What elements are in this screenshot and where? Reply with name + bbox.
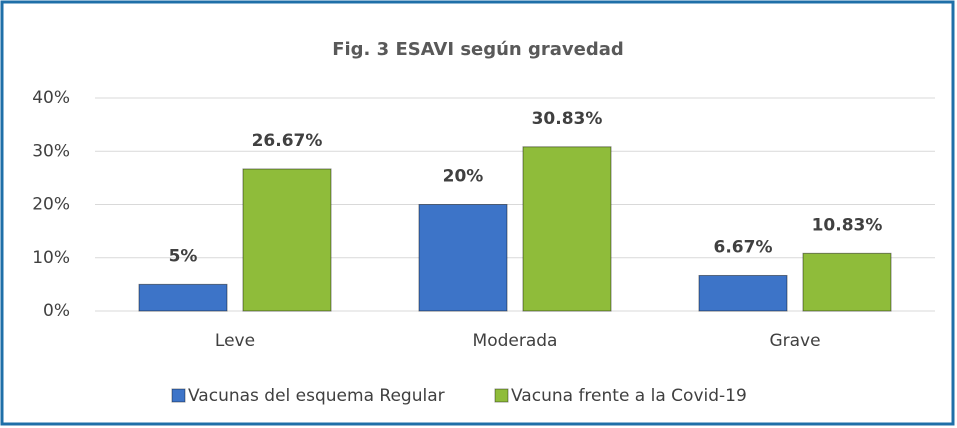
- data-label: 26.67%: [252, 131, 323, 151]
- bar: [698, 274, 788, 312]
- data-label: 5%: [169, 246, 198, 266]
- bar: [138, 283, 228, 312]
- data-label: 30.83%: [532, 109, 603, 129]
- x-tick-label: Grave: [769, 331, 820, 351]
- bar: [242, 168, 332, 312]
- x-tick-label: Moderada: [473, 331, 558, 351]
- chart-title: Fig. 3 ESAVI según gravedad: [332, 39, 624, 60]
- legend-swatch: [494, 388, 509, 403]
- bar: [418, 204, 508, 312]
- y-tick-label: 40%: [32, 88, 70, 108]
- data-label: 10.83%: [812, 215, 883, 235]
- y-tick-label: 20%: [32, 195, 70, 215]
- data-label: 20%: [443, 167, 484, 187]
- y-tick-label: 0%: [43, 301, 70, 321]
- legend-swatch: [171, 388, 186, 403]
- legend-label: Vacuna frente a la Covid-19: [511, 386, 747, 406]
- y-tick-label: 30%: [32, 141, 70, 161]
- y-tick-label: 10%: [32, 248, 70, 268]
- bar: [522, 146, 612, 312]
- x-tick-label: Leve: [215, 331, 255, 351]
- data-label: 6.67%: [714, 237, 773, 257]
- legend-label: Vacunas del esquema Regular: [188, 386, 445, 406]
- bar: [802, 252, 892, 312]
